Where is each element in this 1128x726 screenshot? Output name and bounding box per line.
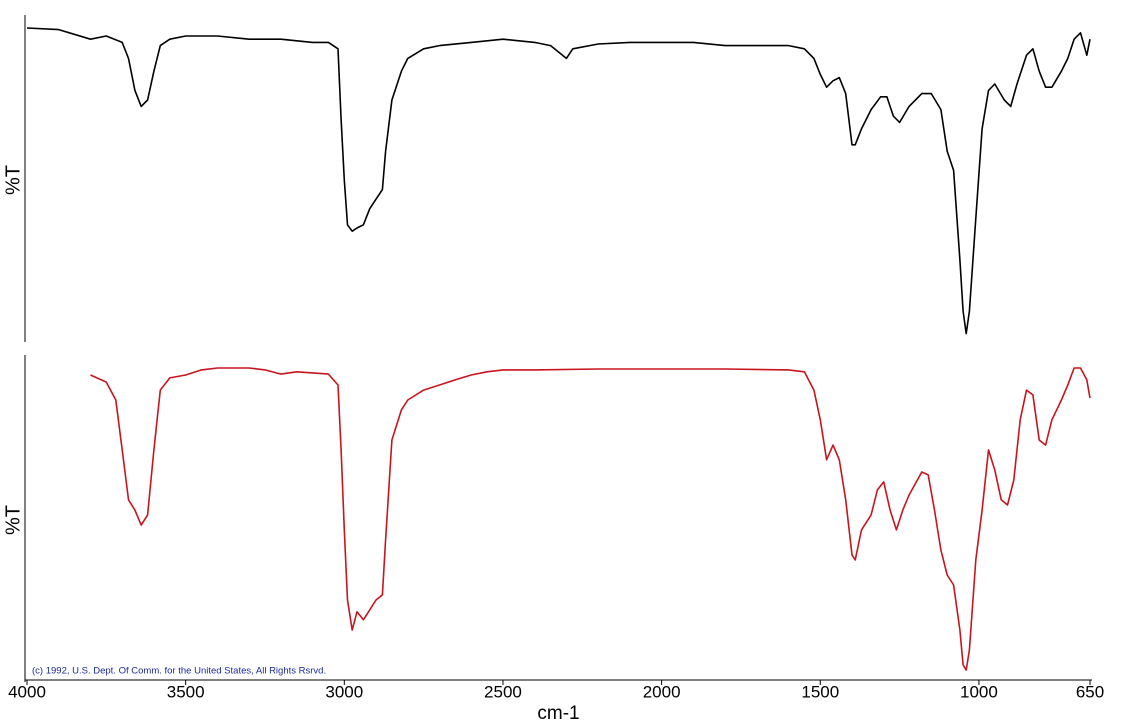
x-tick-label: 1000: [960, 682, 998, 701]
x-tick-label: 3000: [325, 682, 363, 701]
x-axis-label: cm-1: [537, 703, 579, 724]
copyright-note: (c) 1992, U.S. Dept. Of Comm. for the Un…: [32, 666, 326, 677]
x-tick-label: 650: [1076, 682, 1104, 701]
x-tick-label: 3500: [167, 682, 205, 701]
y-axis-label: %T: [2, 505, 24, 535]
spectrum-line: [90, 367, 1091, 671]
x-tick-label: 2000: [643, 682, 681, 701]
x-tick-label: 4000: [8, 682, 46, 701]
x-tick-label: 2500: [484, 682, 522, 701]
x-tick-label: 1500: [801, 682, 839, 701]
y-axis-label: %T: [2, 165, 24, 195]
spectrum-line: [26, 27, 1091, 335]
